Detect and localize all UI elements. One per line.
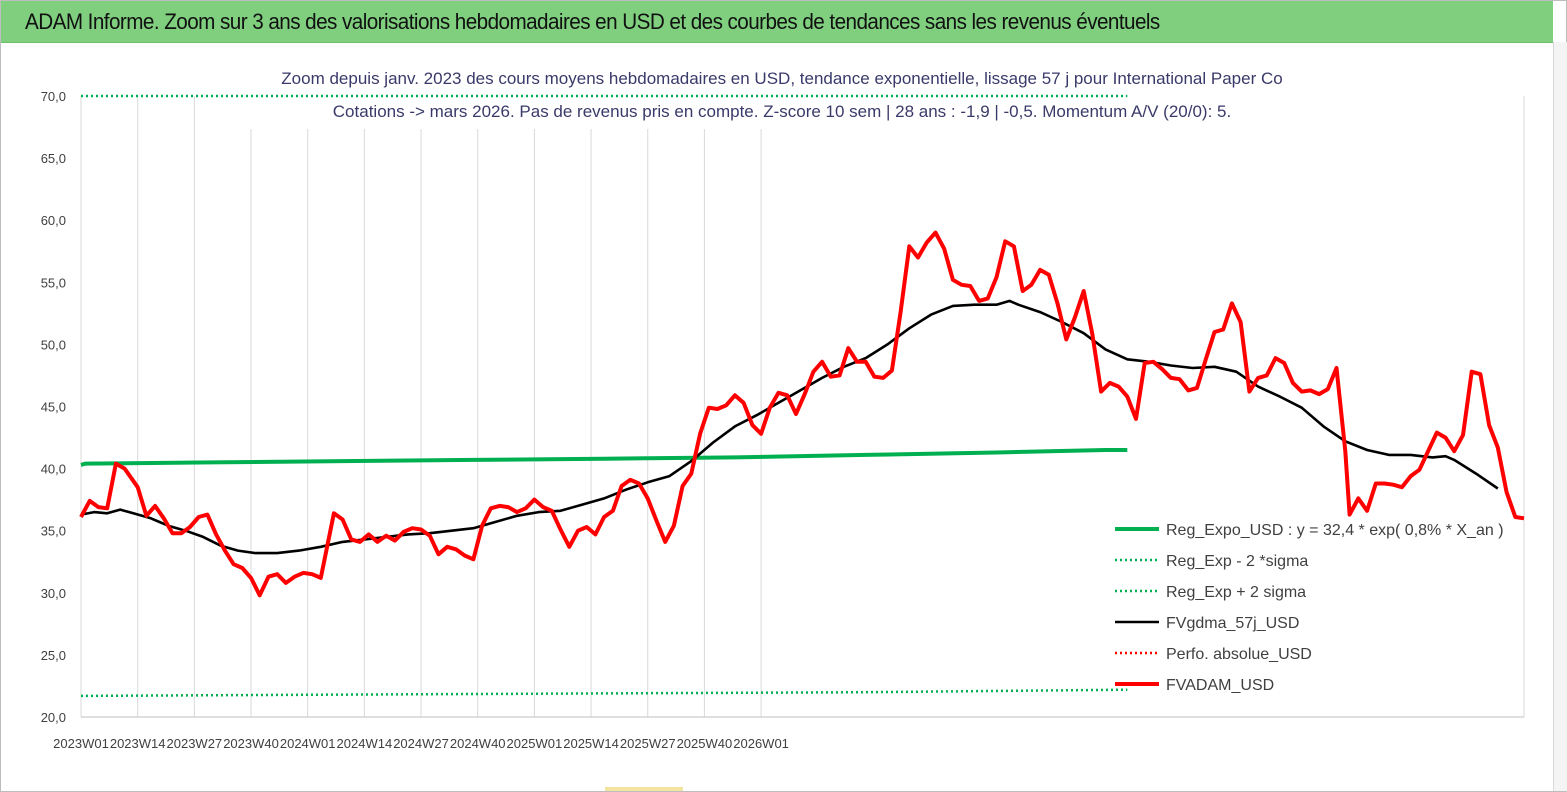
chart-legend: Reg_Expo_USD : y = 32,4 * exp( 0,8% * X_… <box>1115 522 1504 694</box>
x-tick-label: 2024W27 <box>393 736 449 751</box>
regression-line <box>80 448 1128 467</box>
y-tick-label: 25,0 <box>41 648 66 663</box>
x-tick-label: 2023W14 <box>110 736 166 751</box>
y-tick-label: 60,0 <box>41 213 66 228</box>
moving-average-line <box>80 299 1499 555</box>
x-tick-label: 2023W01 <box>53 736 109 751</box>
y-tick-label: 45,0 <box>41 400 66 415</box>
y-tick-label: 50,0 <box>41 337 66 352</box>
y-tick-label: 40,0 <box>41 462 66 477</box>
x-tick-label: 2024W01 <box>280 736 336 751</box>
axes: 2023W01 2023W14 2023W27 2023W40 2024W01 2024W… <box>41 89 1524 751</box>
x-tick-label: 2025W01 <box>507 736 563 751</box>
x-tick-label: 2025W40 <box>677 736 733 751</box>
x-tick-label: 2025W27 <box>620 736 676 751</box>
y-tick-label: 65,0 <box>41 151 66 166</box>
chart-subtitle-line-1: Zoom depuis janv. 2023 des cours moyens … <box>281 69 1282 88</box>
x-tick-label: 2025W14 <box>563 736 619 751</box>
x-tick-label: 2023W27 <box>167 736 223 751</box>
x-tick-label: 2024W40 <box>450 736 506 751</box>
x-tick-label: 2024W14 <box>337 736 393 751</box>
y-tick-label: 55,0 <box>41 275 66 290</box>
vertical-scrollbar[interactable] <box>1553 42 1567 791</box>
y-tick-label: 30,0 <box>41 586 66 601</box>
sheet-tab-indicator[interactable] <box>605 787 683 791</box>
legend-price-label: FVADAM_USD <box>1166 677 1274 694</box>
legend-regression-label: Reg_Expo_USD : y = 32,4 * exp( 0,8% * X_… <box>1166 522 1504 539</box>
price-line <box>79 230 1525 598</box>
report-title: ADAM Informe. Zoom sur 3 ans des valoris… <box>25 9 1160 34</box>
chart-subtitle-line-2: Cotations -> mars 2026. Pas de revenus p… <box>333 102 1231 121</box>
report-banner: ADAM Informe. Zoom sur 3 ans des valoris… <box>1 1 1553 43</box>
y-tick-label: 20,0 <box>41 710 66 725</box>
x-tick-label: 2026W01 <box>733 736 789 751</box>
x-tick-label: 2023W40 <box>223 736 279 751</box>
series-lines <box>79 94 1525 698</box>
legend-moving-average-label: FVgdma_57j_USD <box>1166 615 1299 632</box>
y-tick-label: 35,0 <box>41 524 66 539</box>
legend-upper-band-label: Reg_Exp + 2 sigma <box>1166 584 1306 601</box>
legend-absolute-performance-label: Perfo. absolue_USD <box>1166 646 1312 663</box>
legend-lower-band-label: Reg_Exp - 2 *sigma <box>1166 553 1308 570</box>
y-tick-label: 70,0 <box>41 89 66 104</box>
lower-band-line <box>80 688 1128 698</box>
grid-lines <box>80 96 1525 717</box>
